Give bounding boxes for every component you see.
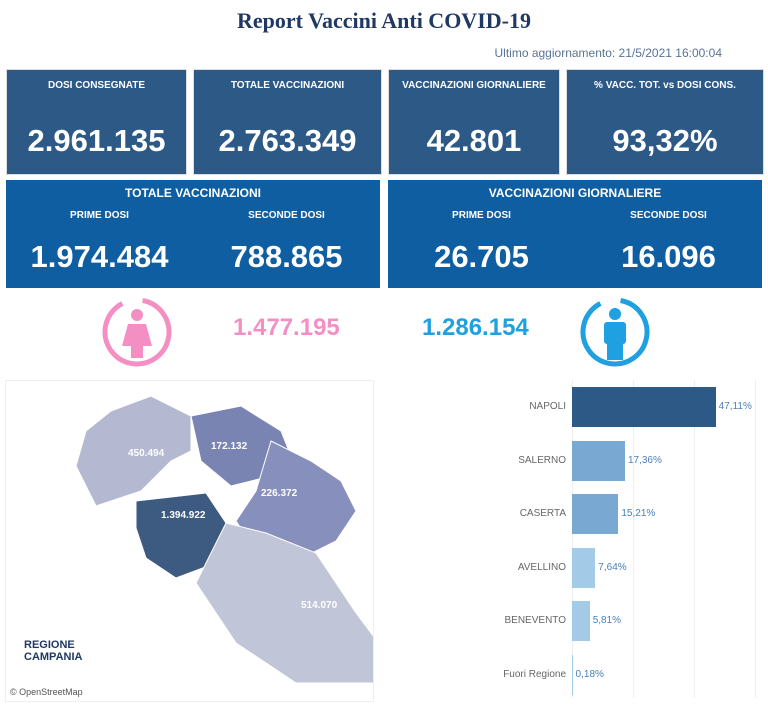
- kpi-label: DOSI CONSEGNATE: [47, 80, 146, 91]
- seconde-dosi-label: SECONDE DOSI: [248, 210, 325, 221]
- totale-vaccinazioni-panel: TOTALE VACCINAZIONI PRIME DOSI 1.974.484 …: [6, 180, 380, 288]
- kpi-label: % VACC. TOT. vs DOSI CONS.: [594, 80, 736, 91]
- map-label: 1.394.922: [161, 510, 206, 521]
- prime-dosi-label: PRIME DOSI: [70, 210, 129, 221]
- bar-label: Fuori Regione: [503, 668, 566, 680]
- bar-label: NAPOLI: [529, 401, 566, 412]
- bar-label: SALERNO: [518, 454, 566, 466]
- male-count: 1.286.154: [422, 314, 529, 341]
- osm-credit[interactable]: © OpenStreetMap: [10, 687, 83, 697]
- kpi-totale-vaccinazioni: TOTALE VACCINAZIONI 2.763.349: [193, 69, 382, 175]
- bar[interactable]: [572, 601, 590, 641]
- kpi-dosi-consegnate: DOSI CONSEGNATE 2.961.135: [6, 69, 187, 175]
- napoli-region: [135, 492, 227, 579]
- bar-label: BENEVENTO: [504, 615, 567, 626]
- campania-map: 450.494 172.132 226.372 1.394.922 514.07…: [75, 395, 387, 684]
- bar-value: 15,21%: [621, 508, 656, 519]
- map-label: 450.494: [128, 448, 165, 459]
- bar-value: 17,36%: [627, 454, 662, 466]
- bar[interactable]: [572, 547, 596, 588]
- gridline: [572, 380, 573, 698]
- panel-title: VACCINAZIONI GIORNALIERE: [488, 186, 662, 200]
- salerno-region: [195, 522, 387, 684]
- kpi-label: VACCINAZIONI GIORNALIERE: [402, 80, 546, 91]
- bar-value: 0,18%: [575, 668, 604, 680]
- bar[interactable]: [572, 654, 573, 695]
- male-icon: [580, 297, 650, 367]
- gridline: [755, 380, 756, 698]
- seconde-dosi-value: 788.865: [230, 239, 343, 274]
- map-label: 226.372: [261, 488, 298, 499]
- prime-dosi-value: 26.705: [434, 239, 529, 274]
- page-title: Report Vaccini Anti COVID-19: [237, 8, 531, 33]
- bar-value: 47,11%: [718, 401, 752, 412]
- kpi-percentuale: % VACC. TOT. vs DOSI CONS. 93,32%: [566, 69, 764, 175]
- bar-label: AVELLINO: [517, 561, 566, 573]
- kpi-value: 2.961.135: [27, 123, 166, 158]
- female-icon: [102, 297, 172, 367]
- map-label: 172.132: [211, 441, 248, 452]
- avellino-region: [235, 440, 357, 562]
- female-count: 1.477.195: [233, 314, 340, 341]
- map-panel: 450.494 172.132 226.372 1.394.922 514.07…: [5, 380, 387, 702]
- seconde-dosi-value: 16.096: [621, 239, 716, 274]
- kpi-vaccinazioni-giornaliere: VACCINAZIONI GIORNALIERE 42.801: [388, 69, 560, 175]
- prime-dosi-label: PRIME DOSI: [452, 210, 511, 221]
- giornaliere-panel: VACCINAZIONI GIORNALIERE PRIME DOSI 26.70…: [388, 180, 762, 288]
- bar-value: 7,64%: [598, 561, 627, 573]
- kpi-value: 2.763.349: [218, 123, 357, 158]
- bar-label: CASERTA: [519, 508, 566, 519]
- bar[interactable]: [572, 440, 625, 481]
- bar[interactable]: [572, 494, 619, 534]
- regione-campania-logo: REGIONE CAMPANIA: [24, 639, 83, 663]
- last-update: Ultimo aggiornamento: 21/5/2021 16:00:04: [494, 46, 723, 60]
- panel-title: TOTALE VACCINAZIONI: [125, 186, 261, 200]
- map-label: 514.070: [301, 600, 338, 611]
- kpi-label: TOTALE VACCINAZIONI: [230, 80, 345, 91]
- kpi-value: 42.801: [426, 123, 522, 158]
- gridline: [694, 380, 695, 698]
- bar[interactable]: [572, 387, 716, 427]
- caserta-region: [75, 395, 192, 507]
- kpi-value: 93,32%: [612, 123, 718, 158]
- seconde-dosi-label: SECONDE DOSI: [630, 210, 707, 221]
- prime-dosi-value: 1.974.484: [30, 239, 169, 274]
- gridline: [633, 380, 634, 698]
- bar-value: 5,81%: [592, 615, 622, 626]
